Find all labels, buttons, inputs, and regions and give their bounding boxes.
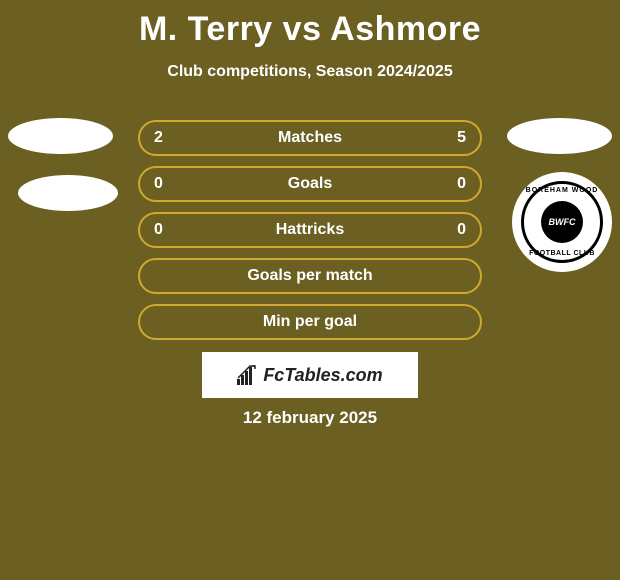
player-left-avatar (8, 118, 113, 154)
stat-left-value: 2 (154, 129, 163, 147)
stat-row: 2 Matches 5 (138, 120, 482, 156)
club-badge-inner: BWFC (541, 201, 583, 243)
subtitle: Club competitions, Season 2024/2025 (0, 63, 620, 81)
club-badge-top-text: BOREHAM WOOD (524, 187, 600, 194)
stat-label: Matches (140, 129, 480, 147)
watermark-text: FcTables.com (263, 365, 382, 386)
stat-row: Goals per match (138, 258, 482, 294)
stat-right-value: 5 (457, 129, 466, 147)
watermark: FcTables.com (202, 352, 418, 398)
stat-left-value: 0 (154, 221, 163, 239)
club-right-logo: BOREHAM WOOD BWFC FOOTBALL CLUB (512, 172, 612, 272)
stat-row: 0 Goals 0 (138, 166, 482, 202)
bar-chart-icon (237, 365, 259, 385)
stat-left-value: 0 (154, 175, 163, 193)
player-right-avatar (507, 118, 612, 154)
page-title: M. Terry vs Ashmore (0, 0, 620, 49)
stat-right-value: 0 (457, 221, 466, 239)
stat-row: 0 Hattricks 0 (138, 212, 482, 248)
stat-label: Goals per match (140, 267, 480, 285)
avatar-placeholder-icon (8, 118, 113, 154)
stat-right-value: 0 (457, 175, 466, 193)
club-badge-bottom-text: FOOTBALL CLUB (524, 250, 600, 257)
club-badge-icon: BOREHAM WOOD BWFC FOOTBALL CLUB (521, 181, 603, 263)
date-text: 12 february 2025 (0, 408, 620, 428)
stat-label: Min per goal (140, 313, 480, 331)
stat-row: Min per goal (138, 304, 482, 340)
avatar-placeholder-icon (507, 118, 612, 154)
stat-label: Goals (140, 175, 480, 193)
club-left-logo (18, 175, 118, 211)
stats-rows: 2 Matches 5 0 Goals 0 0 Hattricks 0 Goal… (138, 120, 482, 350)
stat-label: Hattricks (140, 221, 480, 239)
